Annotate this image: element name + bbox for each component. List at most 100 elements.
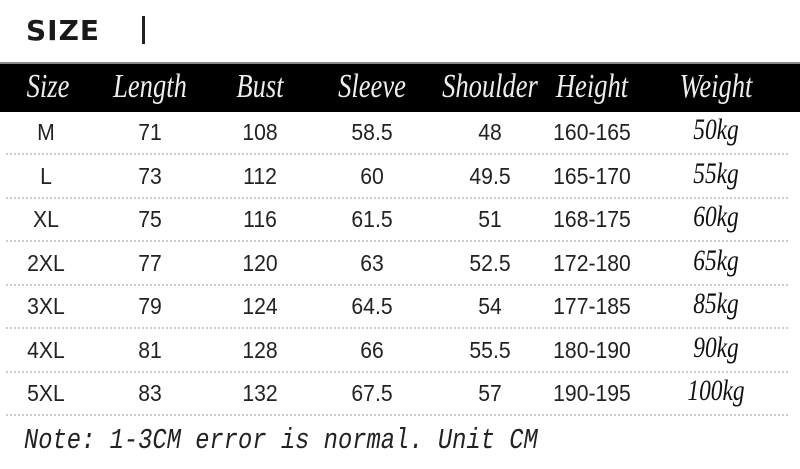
cell-value: 61.5: [351, 206, 393, 232]
cell-value: M: [37, 119, 55, 145]
cell-value: 4XL: [27, 336, 65, 363]
cell-sleeve: 67.5: [350, 380, 395, 407]
cell-length: 79: [137, 293, 163, 320]
cell-value: 75: [138, 206, 162, 232]
cell-size: XL: [32, 206, 60, 233]
title-divider: [142, 16, 145, 44]
cell-height: 165-170: [550, 163, 634, 190]
cell-value: 120: [242, 249, 278, 276]
table-row: L 73 112 60 49.5 165-170 55kg: [0, 155, 800, 199]
table-row: M 71 108 58.5 48 160-165 50kg: [0, 111, 800, 155]
cell-height: 180-190: [550, 337, 634, 364]
cell-value: 60kg: [693, 200, 739, 233]
page-title: SIZE: [26, 14, 101, 47]
cell-bust: 120: [241, 250, 279, 277]
cell-value: 64.5: [351, 293, 393, 319]
cell-value: 3XL: [27, 293, 65, 319]
cell-shoulder: 48: [477, 119, 503, 146]
cell-value: 177-185: [553, 293, 631, 319]
cell-value: 50kg: [693, 113, 739, 146]
column-header-label: Bust: [236, 68, 284, 105]
cell-length: 77: [137, 250, 163, 277]
cell-value: 55kg: [693, 156, 739, 190]
cell-height: 177-185: [550, 293, 634, 320]
cell-size: 2XL: [26, 250, 67, 277]
cell-weight: 55kg: [687, 157, 745, 191]
cell-value: 90kg: [693, 330, 739, 364]
cell-bust: 128: [241, 337, 279, 364]
cell-weight: 65kg: [687, 244, 745, 278]
cell-value: 168-175: [553, 206, 631, 232]
table-header: Size Length Bust Sleeve Shoulder Height Weight: [0, 62, 800, 112]
cell-value: 160-165: [553, 119, 631, 145]
cell-length: 73: [137, 163, 163, 190]
cell-height: 190-195: [550, 380, 634, 407]
cell-value: 116: [243, 206, 277, 232]
cell-weight: 100kg: [679, 374, 752, 408]
table-row: 3XL 79 124 64.5 54 177-185 85kg: [0, 285, 800, 329]
row-divider: [6, 153, 788, 155]
column-header-weight: Weight: [669, 68, 762, 106]
cell-value: 5XL: [27, 380, 65, 406]
cell-bust: 132: [241, 380, 279, 407]
cell-weight: 60kg: [687, 200, 745, 234]
cell-value: 77: [138, 249, 162, 276]
cell-bust: 116: [242, 206, 279, 233]
cell-value: 65kg: [693, 243, 739, 277]
cell-size: M: [36, 119, 55, 146]
cell-shoulder: 57: [477, 380, 503, 407]
row-divider: [6, 240, 788, 242]
cell-height: 160-165: [550, 119, 634, 146]
cell-size: 4XL: [26, 337, 67, 364]
cell-value: 79: [138, 293, 162, 319]
cell-bust: 112: [242, 163, 279, 190]
cell-height: 168-175: [550, 206, 634, 233]
cell-length: 81: [137, 337, 163, 364]
cell-shoulder: 52.5: [468, 250, 513, 277]
cell-sleeve: 60: [359, 163, 385, 190]
cell-bust: 108: [241, 119, 279, 146]
cell-height: 172-180: [550, 250, 634, 277]
column-header-bust: Bust: [230, 68, 290, 106]
cell-weight: 90kg: [687, 331, 745, 365]
cell-weight: 85kg: [687, 287, 745, 321]
column-header-sleeve: Sleeve: [329, 68, 416, 106]
cell-value: 73: [138, 162, 162, 189]
cell-value: 48: [478, 119, 502, 145]
cell-value: 81: [138, 336, 162, 363]
column-header-label: Height: [555, 68, 629, 105]
cell-value: 128: [242, 336, 278, 363]
column-header-label: Sleeve: [338, 68, 406, 105]
cell-value: 52.5: [469, 249, 511, 276]
cell-value: 2XL: [27, 249, 65, 276]
cell-value: 67.5: [351, 380, 393, 406]
cell-value: 85kg: [693, 287, 739, 320]
cell-sleeve: 66: [359, 337, 385, 364]
cell-value: 124: [242, 293, 278, 319]
column-header-height: Height: [546, 68, 639, 106]
cell-sleeve: 61.5: [350, 206, 395, 233]
column-header-label: Shoulder: [442, 68, 538, 105]
cell-shoulder: 54: [477, 293, 503, 320]
cell-value: 83: [138, 380, 162, 406]
cell-size: L: [40, 163, 53, 190]
table-row: 5XL 83 132 67.5 57 190-195 100kg: [0, 372, 800, 416]
column-header-label: Length: [113, 68, 187, 105]
cell-value: 112: [243, 162, 277, 189]
cell-value: 49.5: [469, 162, 511, 189]
column-header-label: Size: [26, 68, 70, 105]
cell-shoulder: 49.5: [468, 163, 513, 190]
cell-length: 83: [137, 380, 163, 407]
cell-value: 66: [360, 336, 384, 363]
cell-value: 58.5: [351, 119, 393, 145]
cell-value: 57: [478, 380, 502, 406]
table-row: XL 75 116 61.5 51 168-175 60kg: [0, 198, 800, 242]
cell-value: 165-170: [553, 162, 631, 189]
cell-value: 100kg: [687, 374, 745, 407]
column-header-shoulder: Shoulder: [429, 68, 552, 106]
cell-value: 132: [242, 380, 278, 406]
cell-length: 71: [137, 119, 163, 146]
column-header-length: Length: [103, 68, 197, 106]
cell-bust: 124: [241, 293, 279, 320]
column-header-label: Weight: [679, 68, 753, 105]
